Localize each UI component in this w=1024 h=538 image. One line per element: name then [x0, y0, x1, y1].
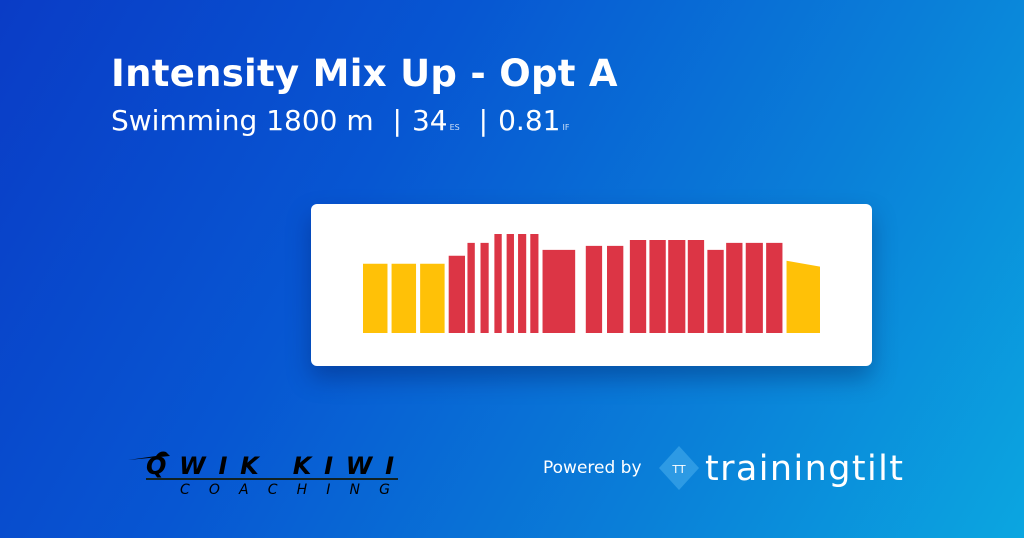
interval-bar-2: [391, 263, 417, 333]
es-label: ES: [449, 123, 460, 132]
separator: |: [392, 104, 402, 137]
interval-bar-11: [542, 249, 576, 333]
interval-bar-1: [363, 263, 388, 333]
sport-distance: Swimming 1800 m: [111, 104, 374, 137]
interval-bar-9: [518, 234, 527, 333]
interval-bar-12: [585, 245, 603, 333]
diamond-icon: [659, 446, 699, 490]
es-value: 34: [411, 104, 448, 137]
coach-logo-line2: COACHING: [180, 482, 390, 496]
qwik-kiwi-coaching-logo: QWIK KIWI COACHING: [128, 451, 398, 496]
workout-intensity-chart: [363, 234, 820, 333]
interval-bar-21: [766, 242, 783, 333]
interval-bar-15: [649, 239, 666, 333]
interval-bar-20: [745, 242, 763, 333]
interval-bar-14: [629, 239, 647, 333]
interval-bar-5: [467, 242, 475, 333]
kiwi-bird-icon: [128, 451, 170, 460]
interval-bar-8: [506, 234, 514, 333]
interval-bar-17: [687, 239, 705, 333]
coach-logo-line1: QWIK KIWI: [146, 452, 394, 480]
interval-bar-7: [494, 234, 502, 333]
interval-bar-22: [786, 260, 820, 333]
workout-title: Intensity Mix Up - Opt A: [111, 52, 618, 95]
interval-bar-3: [420, 263, 445, 333]
separator: |: [478, 104, 489, 137]
powered-by-label: Powered by: [543, 458, 642, 478]
workout-summary: Swimming 1800 m | 34 ES | 0.81 IF: [111, 104, 569, 137]
trainingtilt-logo: TT trainingtilt: [659, 446, 903, 490]
interval-bar-16: [668, 239, 686, 333]
interval-bar-10: [530, 234, 539, 333]
interval-bar-18: [707, 249, 724, 333]
if-label: IF: [562, 123, 570, 132]
brand-logo-mark: TT: [671, 463, 686, 476]
interval-bar-13: [607, 245, 624, 333]
logo-divider: [146, 478, 398, 480]
interval-bar-6: [480, 242, 489, 333]
interval-bar-4: [448, 255, 466, 333]
if-value: 0.81: [498, 104, 561, 137]
interval-bar-19: [726, 242, 743, 333]
brand-name: trainingtilt: [705, 449, 903, 489]
